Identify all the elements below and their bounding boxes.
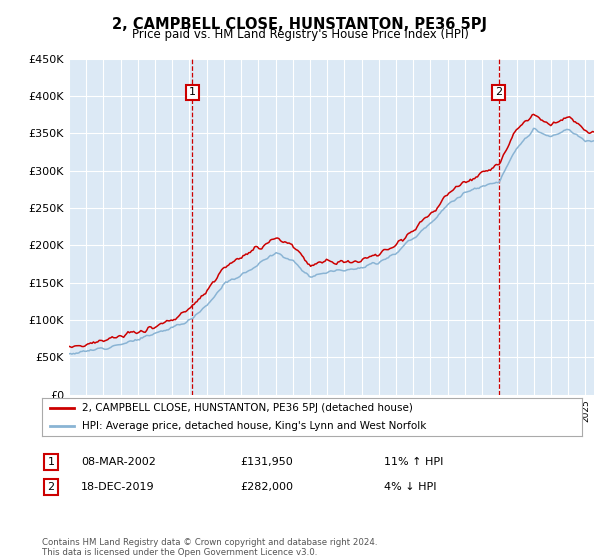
Text: 2: 2 bbox=[47, 482, 55, 492]
Text: Price paid vs. HM Land Registry's House Price Index (HPI): Price paid vs. HM Land Registry's House … bbox=[131, 28, 469, 41]
Text: £131,950: £131,950 bbox=[240, 457, 293, 467]
Text: 08-MAR-2002: 08-MAR-2002 bbox=[81, 457, 156, 467]
Text: 2, CAMPBELL CLOSE, HUNSTANTON, PE36 5PJ (detached house): 2, CAMPBELL CLOSE, HUNSTANTON, PE36 5PJ … bbox=[83, 403, 413, 413]
Text: 2: 2 bbox=[495, 87, 502, 97]
Text: HPI: Average price, detached house, King's Lynn and West Norfolk: HPI: Average price, detached house, King… bbox=[83, 421, 427, 431]
Text: £282,000: £282,000 bbox=[240, 482, 293, 492]
Text: 18-DEC-2019: 18-DEC-2019 bbox=[81, 482, 155, 492]
Text: Contains HM Land Registry data © Crown copyright and database right 2024.
This d: Contains HM Land Registry data © Crown c… bbox=[42, 538, 377, 557]
Text: 2, CAMPBELL CLOSE, HUNSTANTON, PE36 5PJ: 2, CAMPBELL CLOSE, HUNSTANTON, PE36 5PJ bbox=[113, 17, 487, 32]
Text: 4% ↓ HPI: 4% ↓ HPI bbox=[384, 482, 437, 492]
Text: 1: 1 bbox=[189, 87, 196, 97]
Text: 11% ↑ HPI: 11% ↑ HPI bbox=[384, 457, 443, 467]
Text: 1: 1 bbox=[47, 457, 55, 467]
